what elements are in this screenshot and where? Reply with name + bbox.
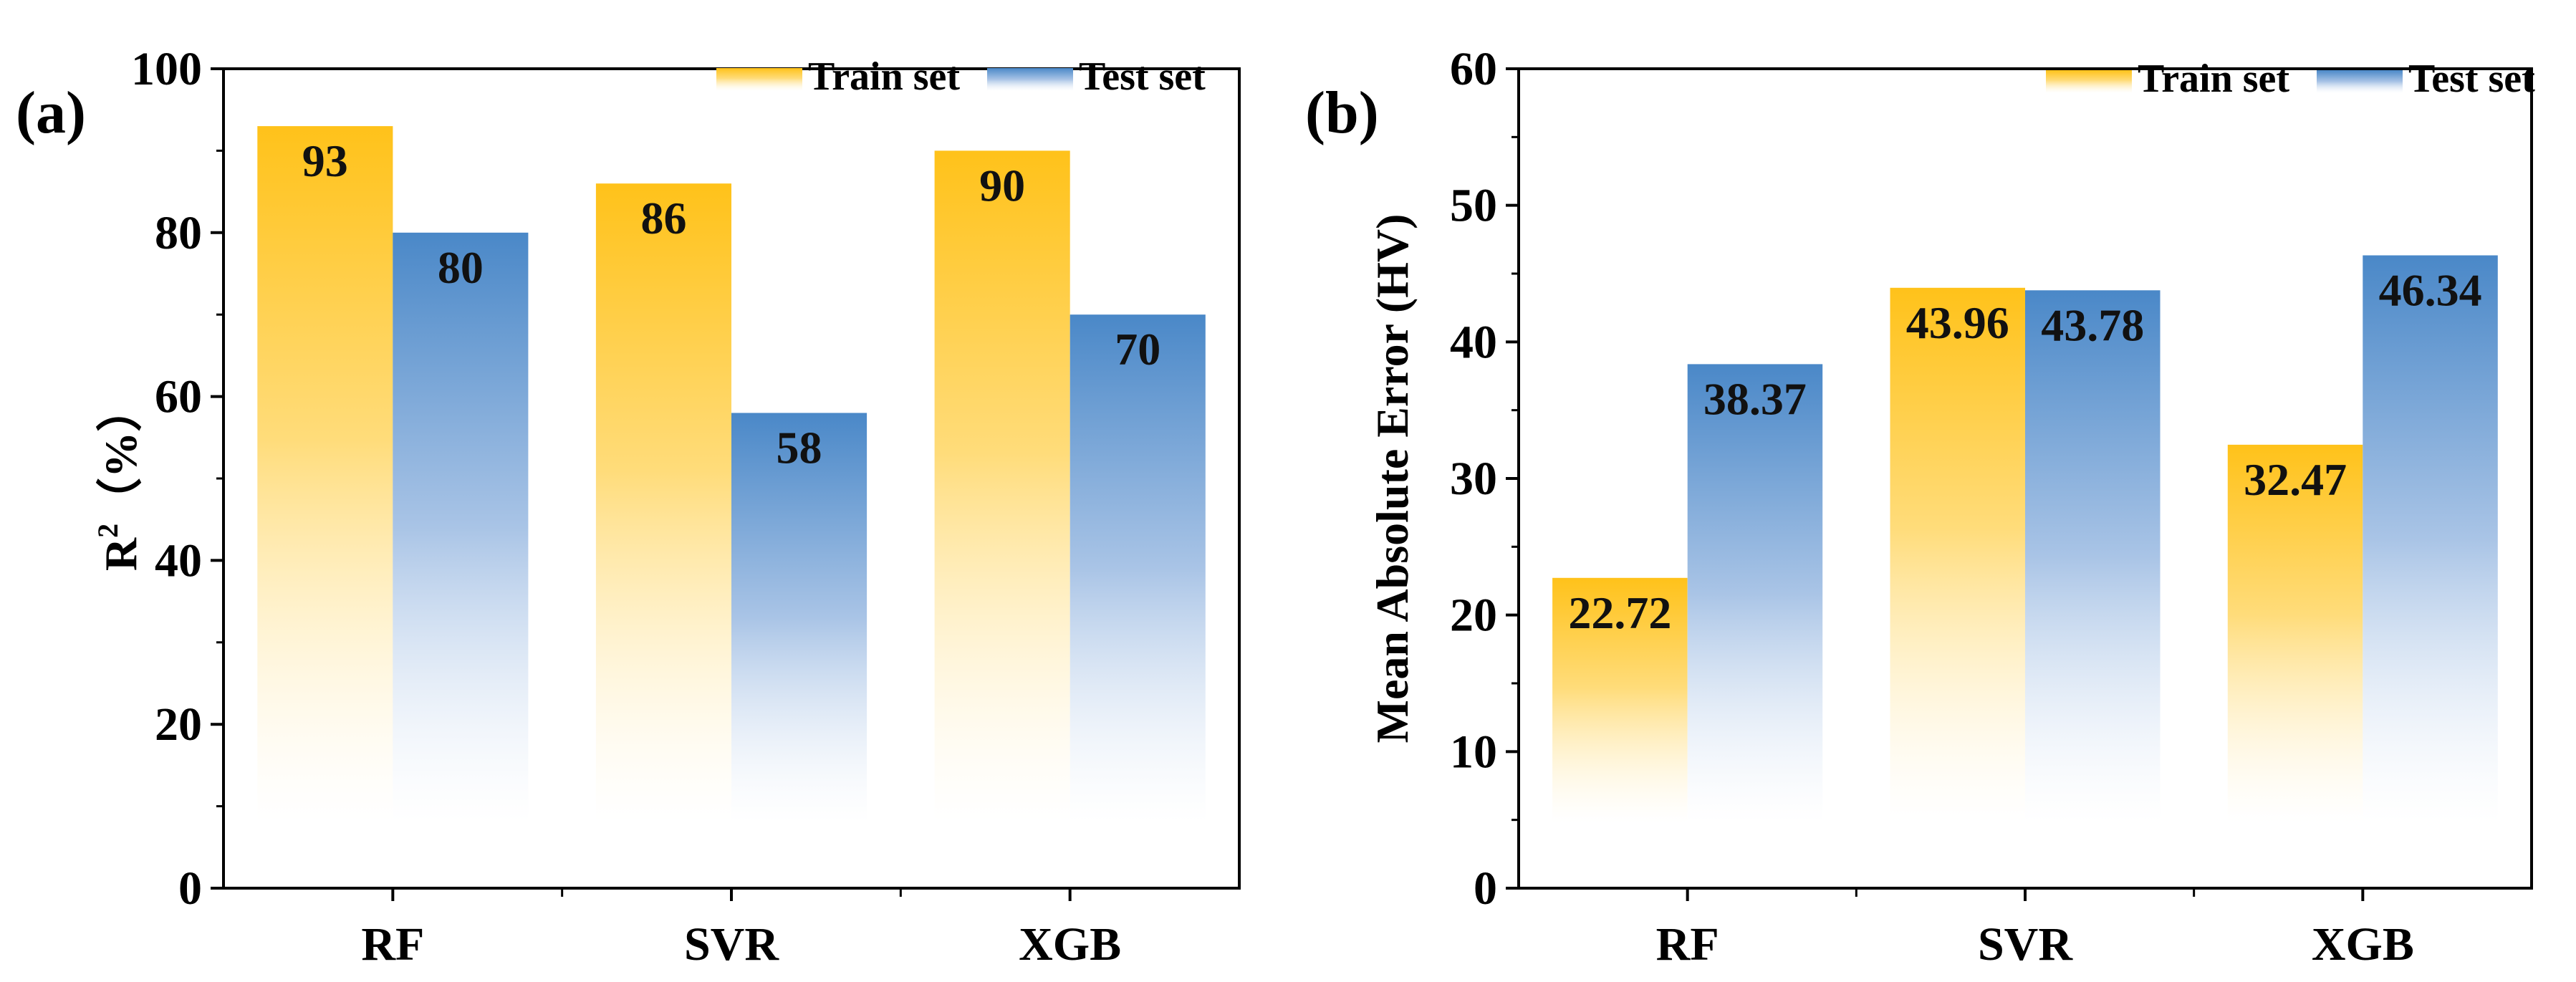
y-tick-label: 60	[155, 371, 202, 423]
y-tick-label: 80	[155, 207, 202, 259]
y-axis-label-a-base: R	[95, 537, 146, 571]
legend-label: Test set	[2408, 57, 2535, 101]
y-axis-label-a-sup: 2	[92, 524, 124, 538]
bars-b: 22.72 38.37 43.96 43.78 32.47 46.34	[1552, 255, 2498, 823]
bar-value-label: 43.96	[1906, 297, 2009, 348]
y-axis-label-a: R2（%）	[92, 386, 146, 571]
axes-a: RF SVR XGB 0 20 40 60 80 100	[131, 43, 1241, 971]
legend-a: Train set Test set	[716, 54, 1206, 99]
y-tick-label: 50	[1450, 180, 1497, 232]
legend-swatch-train-set	[2046, 70, 2132, 93]
bar-xgb-train-set	[2227, 444, 2363, 823]
bar-rf-test-set	[393, 232, 529, 823]
bar-svr-train-set	[595, 183, 731, 823]
y-tick-label: 60	[1450, 43, 1497, 95]
y-axis-label-b: Mean Absolute Error (HV)	[1367, 214, 1418, 743]
legend-swatch-test-set	[2317, 70, 2403, 93]
y-tick-label: 20	[1450, 589, 1497, 642]
bar-svr-test-set	[731, 413, 868, 823]
bar-rf-test-set	[1687, 364, 1823, 823]
bar-value-label: 58	[777, 423, 822, 473]
y-tick-label: 100	[131, 43, 202, 95]
y-tick-label: 40	[155, 534, 202, 587]
x-tick-label: XGB	[2312, 918, 2414, 971]
bar-xgb-test-set	[1070, 314, 1206, 823]
x-tick-label: RF	[1656, 918, 1719, 971]
x-tick-label: RF	[361, 918, 424, 971]
legend-swatch-test-set	[987, 68, 1073, 91]
legend-swatch-train-set	[716, 68, 802, 91]
chart-panel-b: (b) 22.72 38.37 43.96 43.78 32.47 46.34 RF SVR…	[1305, 43, 2535, 971]
bar-value-label: 38.37	[1703, 373, 1807, 424]
bar-value-label: 32.47	[2244, 454, 2347, 505]
bar-svr-test-set	[2025, 290, 2161, 823]
bar-value-label: 86	[641, 193, 687, 244]
legend-label: Train set	[2138, 57, 2289, 101]
bar-xgb-test-set	[2363, 255, 2498, 823]
bar-rf-train-set	[1552, 577, 1688, 823]
bar-value-label: 90	[979, 160, 1025, 211]
x-tick-label: SVR	[684, 918, 779, 971]
bar-value-label: 93	[302, 135, 348, 186]
axes-b: RF SVR XGB 0 10 20 30 40 50 60	[1450, 43, 2533, 971]
x-tick-label: XGB	[1019, 918, 1121, 971]
bar-value-label: 70	[1115, 324, 1160, 375]
y-tick-label: 0	[178, 862, 202, 915]
legend-label: Test set	[1079, 54, 1206, 99]
bar-svr-train-set	[1890, 287, 2025, 823]
bar-value-label: 22.72	[1568, 587, 1671, 638]
panel-label-a: (a)	[16, 80, 86, 146]
y-axis-label-a-unit: （%）	[95, 386, 146, 524]
legend-label: Train set	[808, 54, 960, 99]
bar-value-label: 46.34	[2379, 265, 2482, 316]
bar-value-label: 43.78	[2041, 299, 2144, 350]
y-tick-label: 30	[1450, 453, 1497, 505]
y-tick-label: 0	[1474, 862, 1497, 915]
x-tick-label: SVR	[1978, 918, 2073, 971]
bars-a: 93 80 86 58 90 70	[257, 126, 1206, 823]
y-tick-label: 20	[155, 698, 202, 751]
chart-panel-a: (a) 93 80 86 58 90 70 RF SVR XGB 0 20 40 60 80 100 Tr…	[16, 43, 1241, 971]
legend-b: Train set Test set	[2046, 57, 2535, 101]
bar-xgb-train-set	[934, 150, 1070, 823]
panel-label-b: (b)	[1305, 80, 1379, 146]
bar-rf-train-set	[257, 126, 393, 823]
y-tick-label: 10	[1450, 726, 1497, 778]
bar-value-label: 80	[438, 242, 484, 293]
y-tick-label: 40	[1450, 316, 1497, 368]
